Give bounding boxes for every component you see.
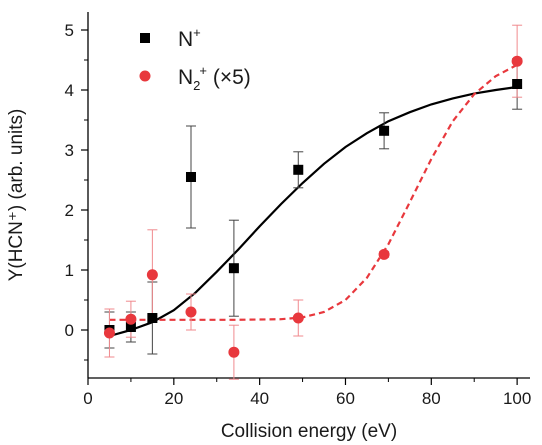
data-point-square (379, 125, 390, 136)
data-point-circle (511, 55, 523, 67)
fit-curve (109, 85, 518, 338)
x-tick-label: 60 (336, 389, 355, 408)
plot-area: 0 20 40 60 80 100 0 1 2 3 4 5 (65, 12, 531, 408)
legend-label: N+ (178, 25, 201, 51)
legend-marker-circle (139, 70, 151, 82)
y-tick-label: 5 (65, 21, 74, 40)
data-point-square (185, 172, 196, 182)
y-tick-label: 3 (65, 141, 74, 160)
data-point-circle (185, 306, 197, 318)
data-point-circle (228, 346, 240, 358)
y-tick-label: 0 (65, 321, 74, 340)
y-axis-title: Y(HCN⁺) (arb. units) (6, 109, 27, 282)
data-point-circle (378, 248, 390, 260)
y-tick-label: 1 (65, 261, 74, 280)
x-tick-label: 20 (164, 389, 183, 408)
x-axis-title: Collision energy (eV) (221, 421, 397, 442)
x-tick-label: 80 (422, 389, 441, 408)
legend-label: N2+ (×5) (178, 63, 251, 93)
data-point-square (125, 322, 136, 332)
legend: N+ N2+ (×5) (139, 25, 251, 93)
data-point-square (147, 313, 158, 323)
data-point-circle (292, 312, 304, 324)
x-tick-label: 100 (503, 389, 531, 408)
data-point-circle (103, 327, 115, 339)
x-tick-label: 40 (250, 389, 269, 408)
y-tick-label: 2 (65, 201, 74, 220)
y-tick-label: 4 (65, 81, 74, 100)
data-point-circle (146, 269, 158, 281)
data-point-square (228, 263, 239, 274)
x-tick-label: 0 (83, 389, 92, 408)
data-point-circle (125, 313, 137, 325)
data-point-square (512, 79, 523, 89)
data-point-square (293, 164, 304, 175)
fit-curve (109, 63, 518, 321)
legend-marker-square (140, 33, 150, 43)
